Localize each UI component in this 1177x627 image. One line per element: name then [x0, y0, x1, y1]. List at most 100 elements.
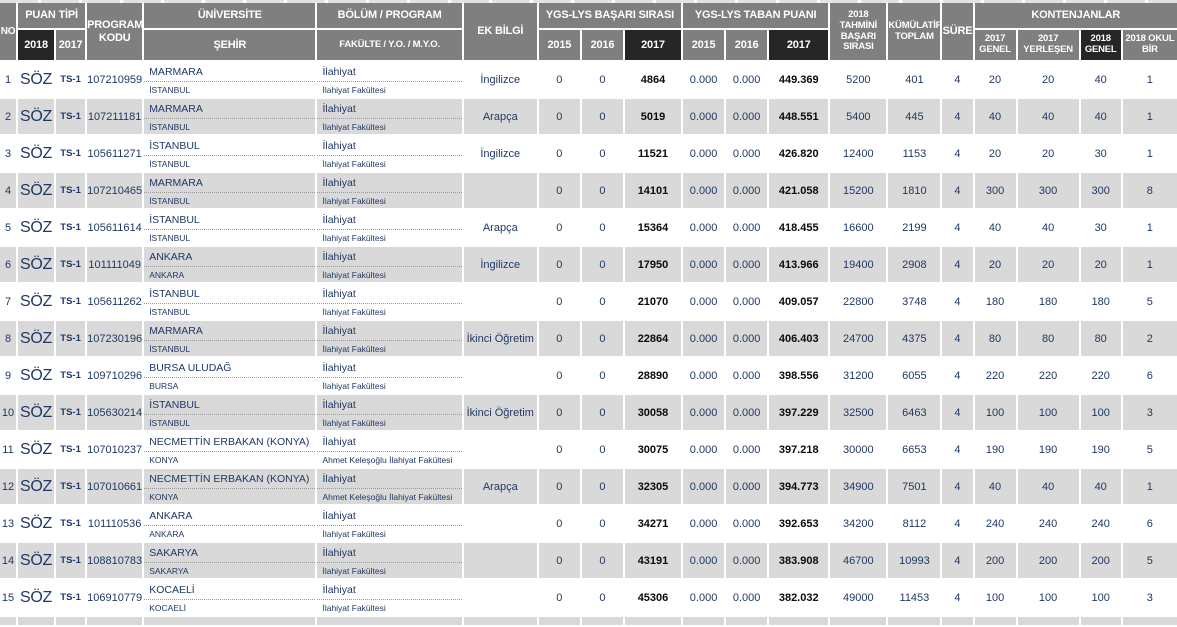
cell-sure: 4	[942, 210, 972, 245]
col-header-bs-2015[interactable]: 2015	[539, 30, 580, 60]
cell-universite-sehir: İSTANBUL İSTANBUL	[144, 284, 315, 319]
cell-puan-tipi-2017: TS-1	[56, 321, 85, 356]
bolum-name: İlahiyat	[317, 360, 461, 378]
cell-ek-bilgi: Arapça	[464, 469, 537, 504]
cell-kontenjan-2017-genel: 100	[975, 580, 1016, 615]
col-header-puan-tipi-2017[interactable]: 2017	[56, 30, 85, 60]
cell-puan-tipi-2018: SÖZ	[18, 99, 54, 134]
universite-name: MARMARA	[144, 64, 315, 82]
col-header-tp-2016[interactable]: 2016	[726, 30, 767, 60]
cell-taban-puani-2015: 0.000	[683, 99, 724, 134]
cell-basari-sirasi-2017: 22864	[625, 321, 681, 356]
cell-no: 11	[0, 432, 16, 467]
sehir-name: BURSA	[144, 378, 315, 392]
cell-taban-puani-2016: 0.000	[726, 506, 767, 541]
cell-taban-puani-2017: 397.229	[769, 395, 828, 430]
cell-puan-tipi-2017: TS-1	[56, 99, 85, 134]
cell-taban-puani-2015: 0.000	[683, 358, 724, 393]
universite-name: MARMARA	[144, 175, 315, 193]
table-row: 2 SÖZ TS-1 107211181 MARMARA İSTANBUL İl…	[0, 99, 1177, 134]
table-row: 14 SÖZ TS-1 108810783 SAKARYA SAKARYA İl…	[0, 543, 1177, 578]
cell-ek-bilgi	[464, 284, 537, 319]
cell-tahmini-basari-sirasi: 16600	[830, 210, 886, 245]
table-row: 4 SÖZ TS-1 107210465 MARMARA İSTANBUL İl…	[0, 173, 1177, 208]
cell-puan-tipi-2018: SÖZ	[18, 358, 54, 393]
sehir-name: İSTANBUL	[144, 415, 315, 429]
cell-kontenjan-2018-genel: 20	[1081, 247, 1121, 282]
cell-basari-sirasi-2017: 15364	[625, 210, 681, 245]
cell-kontenjan-2018-okul-bir: 1	[1123, 469, 1177, 504]
cell-kumulatif-toplam: 4375	[888, 321, 940, 356]
cell-kontenjan-2018-okul-bir: 1	[1123, 62, 1177, 97]
cell-puan-tipi-2017: TS-1	[56, 247, 85, 282]
cell-sure: 4	[942, 543, 972, 578]
cell-basari-sirasi-2016: 0	[582, 395, 623, 430]
cell-ek-bilgi: İkinci Öğretim	[464, 321, 537, 356]
cell-no: 6	[0, 247, 16, 282]
cell-kontenjan-2018-genel: 100	[1081, 395, 1121, 430]
cell-no: 13	[0, 506, 16, 541]
cell-kumulatif-toplam: 3748	[888, 284, 940, 319]
cell-bolum-fakulte: İlahiyat İlahiyat Fakültesi	[317, 358, 461, 393]
cell-kontenjan-2017-yerlesen: 190	[1018, 432, 1079, 467]
cell-kontenjan-2017-genel: 20	[975, 136, 1016, 171]
cell-kontenjan-2017-yerlesen: 100	[1018, 395, 1079, 430]
cell-taban-puani-2016: 0.000	[726, 247, 767, 282]
fakulte-name: Ahmet Keleşoğlu İlahiyat Fakültesi	[317, 489, 461, 503]
cell-taban-puani-2017: 418.455	[769, 210, 828, 245]
cell-taban-puani-2017: 426.820	[769, 136, 828, 171]
cell-basari-sirasi-2017: 11521	[625, 136, 681, 171]
col-header-kontenjan-2018-okul-bir[interactable]: 2018 OKUL BİR	[1123, 30, 1177, 60]
col-header-tp-2017[interactable]: 2017	[769, 30, 828, 60]
cell-basari-sirasi-2015: 0	[539, 432, 580, 467]
cell-puan-tipi-2018: SÖZ	[18, 284, 54, 319]
cell-taban-puani-2017: 383.908	[769, 543, 828, 578]
cell-basari-sirasi-2016: 0	[582, 173, 623, 208]
col-header-puan-tipi-2018[interactable]: 2018	[18, 30, 54, 60]
sehir-name: ANKARA	[144, 526, 315, 540]
cell-kontenjan-2017-yerlesen: 40	[1018, 99, 1079, 134]
col-header-kontenjan-2018-genel[interactable]: 2018 GENEL	[1081, 30, 1121, 60]
cell-kontenjan-2017-genel: 240	[975, 506, 1016, 541]
bolum-name: İlahiyat	[317, 64, 461, 82]
cell-kumulatif-toplam: 445	[888, 99, 940, 134]
cell-puan-tipi-2017: TS-1	[56, 284, 85, 319]
cell-tahmini-basari-sirasi: 34900	[830, 469, 886, 504]
cell-no: 15	[0, 580, 16, 615]
cell-ek-bilgi	[464, 580, 537, 615]
cell-ek-bilgi	[464, 543, 537, 578]
cell-tahmini-basari-sirasi: 5200	[830, 62, 886, 97]
col-header-bs-2017[interactable]: 2017	[625, 30, 681, 60]
table-row: 6 SÖZ TS-1 101111049 ANKARA ANKARA İlahi…	[0, 247, 1177, 282]
cell-basari-sirasi-2017: 32305	[625, 469, 681, 504]
cell-kontenjan-2017-yerlesen: 20	[1018, 136, 1079, 171]
cell-puan-tipi-2017: TS-1	[56, 358, 85, 393]
table-row: 15 SÖZ TS-1 106910779 KOCAELİ KOCAELİ İl…	[0, 580, 1177, 615]
cell-kontenjan-2018-genel: 300	[1081, 173, 1121, 208]
cell-kontenjan-2017-yerlesen: 240	[1018, 506, 1079, 541]
universite-name: ANKARA	[144, 508, 315, 526]
cell-taban-puani-2016: 0.000	[726, 173, 767, 208]
cell-taban-puani-2016: 0.000	[726, 358, 767, 393]
cell-kontenjan-2017-genel: 300	[975, 173, 1016, 208]
cell-puan-tipi-2017: TS-1	[56, 580, 85, 615]
cell-kontenjan-2017-yerlesen: 20	[1018, 62, 1079, 97]
cell-puan-tipi-2017: TS-1	[56, 506, 85, 541]
cell-bolum-fakulte: İlahiyat İlahiyat Fakültesi	[317, 173, 461, 208]
cell-puan-tipi-2018: SÖZ	[18, 395, 54, 430]
universite-name: BURSA ULUDAĞ	[144, 360, 315, 378]
cell-kontenjan-2017-genel: 20	[975, 247, 1016, 282]
cell-program-kodu: 107010237	[87, 432, 142, 467]
cell-puan-tipi-2017: TS-1	[56, 62, 85, 97]
col-header-bs-2016[interactable]: 2016	[582, 30, 623, 60]
col-header-program-kodu: PROGRAM KODU	[87, 3, 142, 60]
cell-taban-puani-2016: 0.000	[726, 62, 767, 97]
cell-kontenjan-2018-genel: 40	[1081, 99, 1121, 134]
cell-universite-sehir: MARMARA İSTANBUL	[144, 173, 315, 208]
col-header-kontenjan-2017-yerlesen[interactable]: 2017 YERLEŞEN	[1018, 30, 1079, 60]
cell-taban-puani-2016: 0.000	[726, 136, 767, 171]
cell-basari-sirasi-2016: 0	[582, 469, 623, 504]
col-header-tp-2015[interactable]: 2015	[683, 30, 724, 60]
col-header-kontenjan-2017-genel[interactable]: 2017 GENEL	[975, 30, 1016, 60]
cell-taban-puani-2017: 409.057	[769, 284, 828, 319]
